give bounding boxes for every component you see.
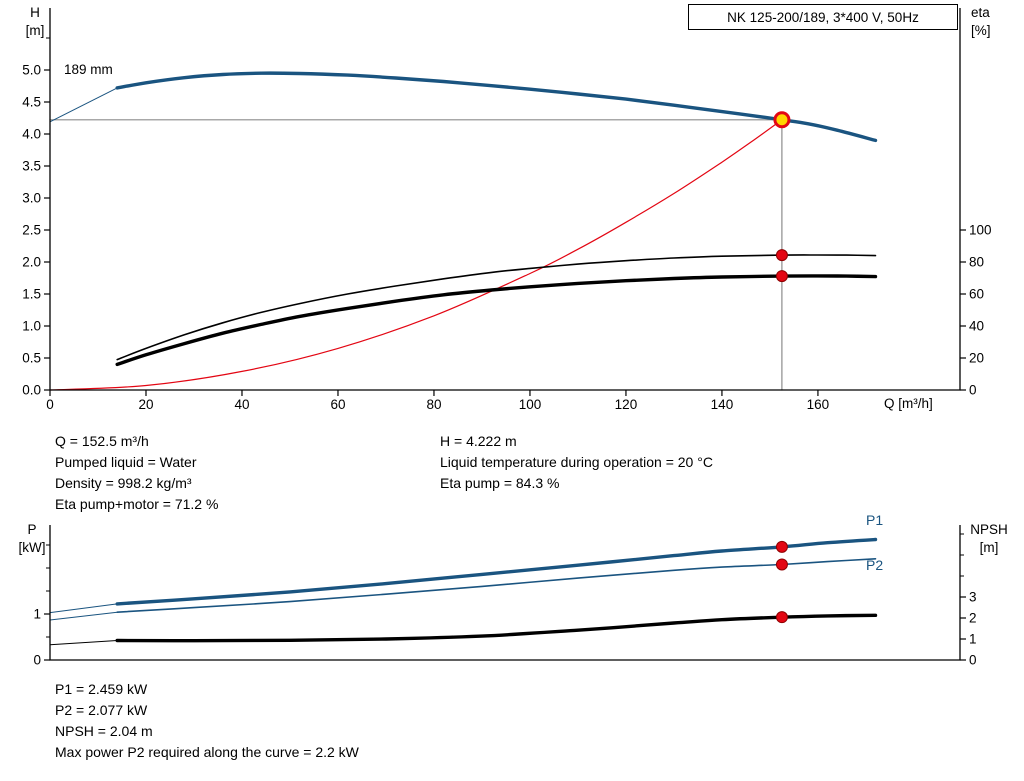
right-tick-label: 80 [969,255,984,270]
power-right-axis-title-line2: [m] [979,540,999,555]
x-tick-label: 140 [711,397,734,412]
marker-npsh-point [775,611,788,624]
series-eta-pump [116,254,877,361]
marker-p1-point [775,540,788,553]
duty-info-right-column: H = 4.222 m Liquid temperature during op… [440,431,713,494]
x-tick-label: 120 [615,397,638,412]
right-tick-label: 0 [969,383,977,398]
left-tick-label: 2.0 [22,255,41,270]
right-tick-label: 1 [969,632,977,647]
info-eta-pump: Eta pump = 84.3 % [440,475,560,491]
left-tick-label: 2.5 [22,223,41,238]
head-right-axis-title: eta [%] [971,4,1017,40]
left-tick-label: 0.5 [22,351,41,366]
impeller-diameter-label: 189 mm [64,62,113,77]
info-density: Density = 998.2 kg/m³ [55,475,192,491]
series-system-curve [49,119,783,391]
p2-curve-label: P2 [866,557,884,573]
marker-duty-point [773,111,791,129]
p1-curve-label: P1 [866,512,884,528]
info-head: H = 4.222 m [440,433,517,449]
right-tick-label: 2 [969,611,977,626]
right-tick-label: 0 [969,653,977,668]
left-tick-label: 0 [33,653,41,668]
duty-info-left-column: Q = 152.5 m³/h Pumped liquid = Water Den… [55,431,218,515]
head-chart: 0 20 40 60 80 100 120 140 160 0.0 0.5 1.0 1.5 2.0 2.5 3… [22,8,992,412]
info-flow: Q = 152.5 m³/h [55,433,149,449]
x-tick-label: 20 [138,397,153,412]
x-axis-title: Q [m³/h] [884,396,933,411]
power-right-axis-title: NPSH [m] [962,521,1016,557]
right-tick-label: 20 [969,351,984,366]
head-right-axis-title-line2: [%] [971,23,991,38]
x-tick-label: 40 [234,397,249,412]
left-tick-label: 1.0 [22,319,41,334]
head-right-axis-title-line1: eta [971,5,990,20]
series-p2-leader [49,611,118,621]
series-npsh-leader [49,640,118,646]
power-left-axis-title: P [kW] [10,521,54,557]
power-right-axis-title-line1: NPSH [970,522,1008,537]
power-left-axis-title-line2: [kW] [18,540,46,555]
info-npsh: NPSH = 2.04 m [55,723,153,739]
series-p1-curve [115,537,878,606]
x-tick-label: 160 [807,397,830,412]
series-head-leader [49,87,118,123]
marker-eta-pump-point [775,249,788,262]
left-tick-label: 4.0 [22,127,41,142]
left-tick-label: 4.5 [22,95,41,110]
power-axes [49,525,961,661]
info-p1: P1 = 2.459 kW [55,681,148,697]
info-max-power: Max power P2 required along the curve = … [55,744,359,760]
info-p2: P2 = 2.077 kW [55,702,148,718]
power-chart: 0 1 0 1 2 3 [33,525,977,668]
left-tick-label: 1.5 [22,287,41,302]
left-tick-label: 0.0 [22,383,41,398]
head-axes [49,8,961,391]
marker-p2-point [775,558,788,571]
series-npsh-curve [115,613,878,643]
head-left-axis-title-line2: [m] [25,23,45,38]
pump-title-box: NK 125-200/189, 3*400 V, 50Hz [688,4,958,30]
power-left-axis-title-line1: P [27,522,37,537]
x-tick-label: 80 [426,397,441,412]
left-tick-label: 1 [33,607,41,622]
info-eta-pump-motor: Eta pump+motor = 71.2 % [55,496,219,512]
left-tick-label: 3.0 [22,191,41,206]
result-info-block: P1 = 2.459 kW P2 = 2.077 kW NPSH = 2.04 … [55,679,359,763]
head-left-axis-title: H [m] [14,4,56,40]
x-tick-label: 60 [330,397,345,412]
info-liquid-temperature: Liquid temperature during operation = 20… [440,454,713,470]
head-left-axis-title-line1: H [30,5,40,20]
series-p1-leader [49,603,118,614]
right-tick-label: 3 [969,590,977,605]
series-p2-curve [116,558,877,613]
series-head-curve [115,71,878,143]
left-tick-label: 5.0 [22,63,41,78]
right-tick-label: 100 [969,223,992,238]
x-tick-label: 100 [519,397,542,412]
right-tick-label: 40 [969,319,984,334]
info-pumped-liquid: Pumped liquid = Water [55,454,197,470]
right-tick-label: 60 [969,287,984,302]
pump-title: NK 125-200/189, 3*400 V, 50Hz [727,9,919,25]
marker-eta-pump-motor-point [775,270,788,283]
x-tick-label: 0 [46,397,54,412]
left-tick-label: 3.5 [22,159,41,174]
